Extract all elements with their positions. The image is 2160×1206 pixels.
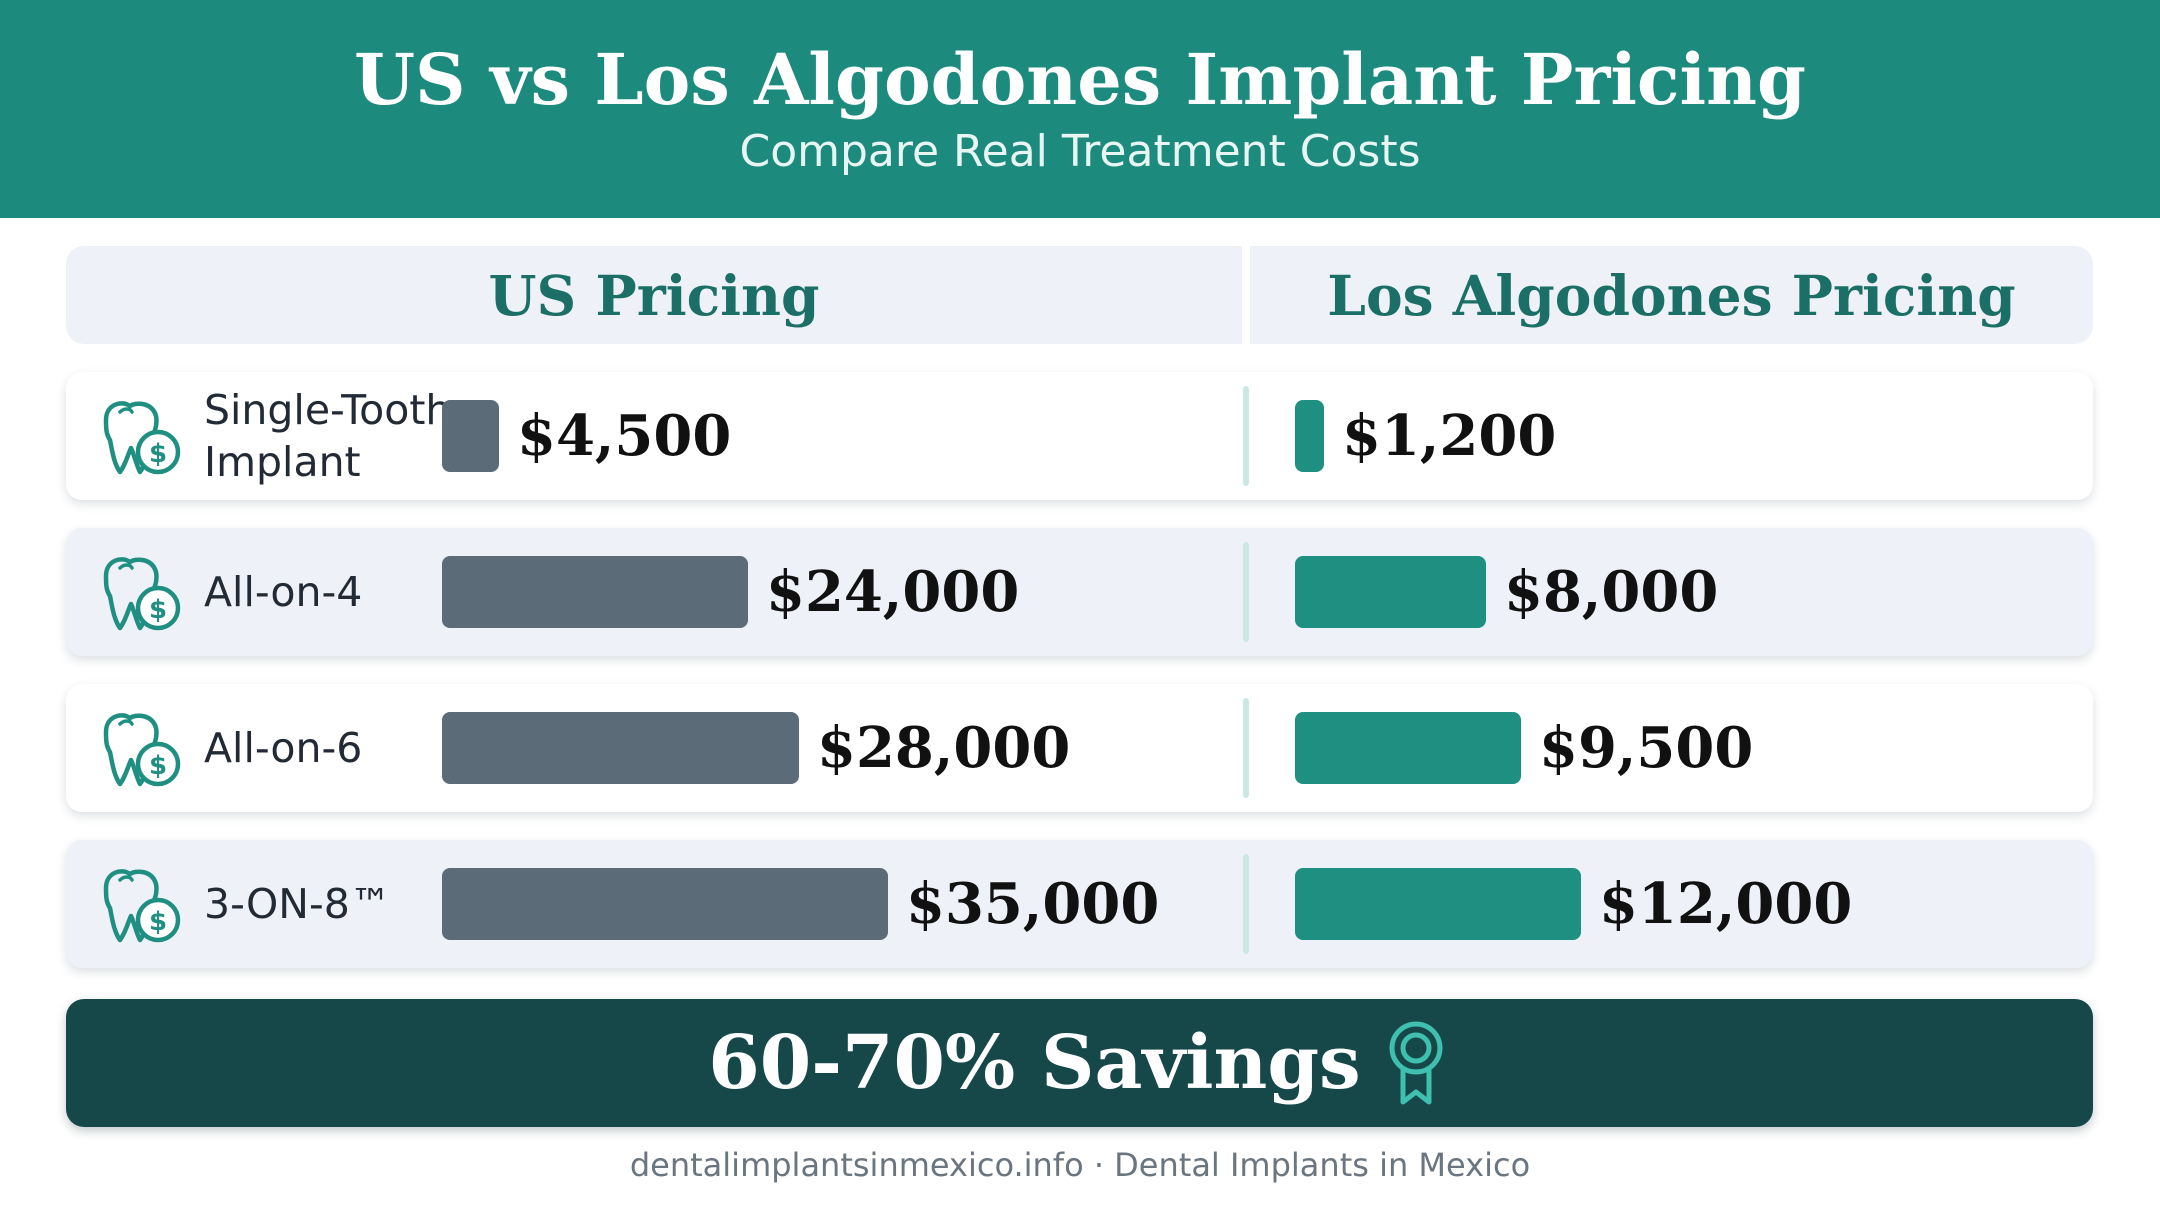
- us-price-value: $4,500: [517, 403, 732, 469]
- us-price-bar: [442, 868, 888, 940]
- svg-text:$: $: [149, 907, 167, 937]
- award-ribbon-icon: [1389, 1021, 1443, 1105]
- pricing-row: $3-ON-8™ $35,000 $12,000: [66, 840, 2093, 968]
- column-divider: [1243, 698, 1249, 798]
- treatment-label: All-on-4: [204, 568, 363, 616]
- column-divider: [1243, 854, 1249, 954]
- us-price-bar: [442, 400, 499, 472]
- column-header-us: US Pricing: [66, 246, 1242, 344]
- los-algodones-price-value: $12,000: [1599, 871, 1853, 937]
- pricing-row: $ All-on-6 $28,000 $9,500: [66, 684, 2093, 812]
- header-banner: US vs Los Algodones Implant Pricing Comp…: [0, 0, 2160, 218]
- svg-text:$: $: [149, 439, 167, 469]
- savings-banner: 60-70% Savings: [66, 999, 2093, 1127]
- us-price-value: $35,000: [906, 871, 1160, 937]
- savings-text: 60-70% Savings: [708, 1020, 1361, 1106]
- us-price-bar: [442, 556, 748, 628]
- us-price-value: $28,000: [817, 715, 1071, 781]
- page-subtitle: Compare Real Treatment Costs: [739, 126, 1421, 177]
- treatment-label: Single-Tooth Implant: [204, 386, 452, 486]
- los-algodones-price-bar: [1295, 868, 1581, 940]
- los-algodones-price-bar: [1295, 556, 1486, 628]
- svg-text:$: $: [149, 595, 167, 625]
- us-price-bar: [442, 712, 799, 784]
- tooth-dollar-icon: $: [103, 713, 181, 787]
- treatment-label: All-on-6: [204, 724, 363, 772]
- pricing-row: $ All-on-4 $24,000 $8,000: [66, 528, 2093, 656]
- svg-text:$: $: [149, 751, 167, 781]
- tooth-dollar-icon: $: [103, 869, 181, 943]
- footer-text: dentalimplantsinmexico.info · Dental Imp…: [629, 1146, 1531, 1184]
- los-algodones-price-value: $1,200: [1342, 403, 1557, 469]
- pricing-row: $ Single-Tooth Implant $4,500 $1,200: [66, 372, 2093, 500]
- los-algodones-price-value: $8,000: [1504, 559, 1719, 625]
- treatment-label: 3-ON-8™: [204, 880, 391, 928]
- column-divider: [1243, 386, 1249, 486]
- los-algodones-price-bar: [1295, 400, 1324, 472]
- column-header-los-algodones: Los Algodones Pricing: [1250, 246, 2093, 344]
- tooth-dollar-icon: $: [103, 401, 181, 475]
- us-price-value: $24,000: [766, 559, 1020, 625]
- tooth-dollar-icon: $: [103, 557, 181, 631]
- column-divider: [1243, 542, 1249, 642]
- page-title: US vs Los Algodones Implant Pricing: [354, 38, 1806, 121]
- los-algodones-price-value: $9,500: [1539, 715, 1754, 781]
- los-algodones-price-bar: [1295, 712, 1521, 784]
